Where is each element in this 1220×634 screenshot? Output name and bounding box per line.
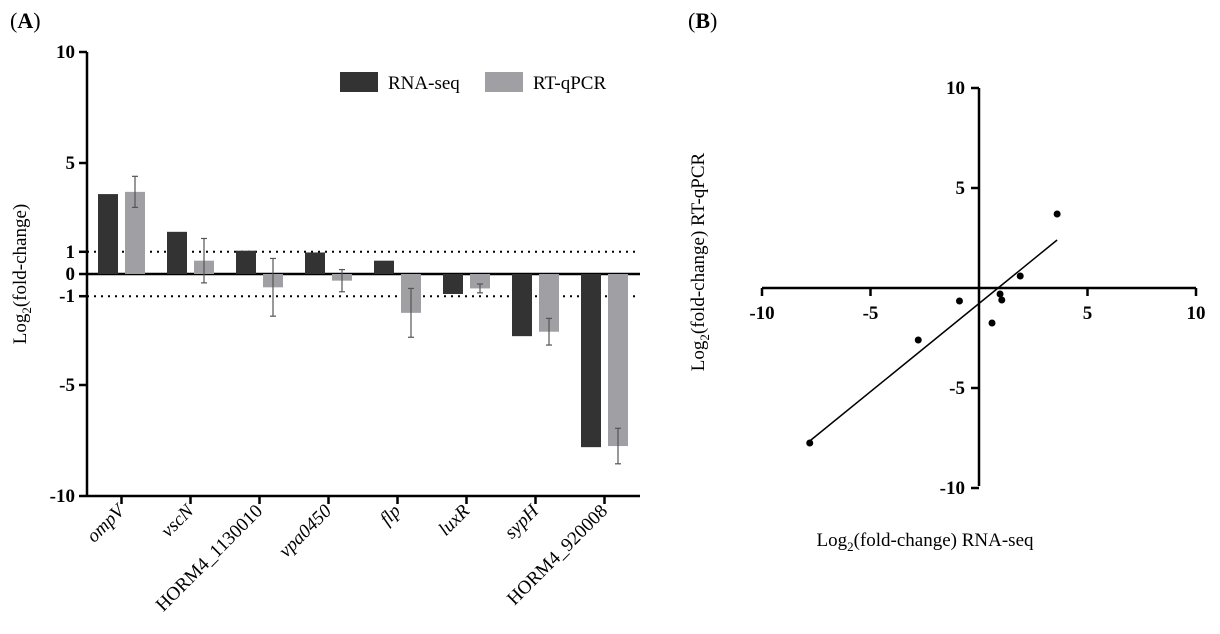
panel-b: (B) -10 -5 5 10 10 5 -5 -10 Log2(fold-change) RN…	[680, 0, 1220, 634]
scatter-point-4	[996, 290, 1004, 298]
legend-swatch-1	[485, 72, 523, 92]
fit-line	[809, 239, 1058, 442]
scatter-point-6	[1016, 272, 1024, 280]
scatter-chart: -10 -5 5 10 10 5 -5 -10 Log2(fold-change) RNA-se…	[688, 78, 1206, 554]
y-tick-label: 10	[946, 78, 965, 99]
y-tick-label: -5	[59, 375, 75, 396]
bar-rt-qpcr-0	[125, 191, 145, 274]
category-label-1: vscN	[157, 500, 199, 542]
y-axis-title: Log2(fold-change) RT-qPCR	[688, 152, 712, 371]
bar-rna-seq-6	[512, 274, 532, 337]
bar-rna-seq-7	[581, 274, 601, 448]
bar-rna-seq-2	[236, 250, 256, 274]
x-tick-label: -5	[863, 303, 879, 324]
y-tick-label: 1	[66, 242, 76, 263]
x-tick-label: 10	[1187, 303, 1206, 324]
y-tick-label: -10	[50, 486, 75, 507]
legend-label-0: RNA-seq	[388, 73, 460, 94]
y-axis-title: Log2(fold-change)	[10, 204, 34, 345]
scatter-point-0	[806, 439, 814, 447]
bar-rna-seq-1	[167, 231, 187, 274]
y-tick-label: -10	[940, 478, 965, 499]
y-tick-label: -5	[949, 378, 965, 399]
scatter-point-3	[988, 319, 996, 327]
y-tick-label: -1	[59, 286, 75, 307]
bar-rt-qpcr-7	[608, 274, 628, 447]
bar-rt-qpcr-5	[470, 274, 490, 289]
y-tick-label: 5	[66, 153, 76, 174]
y-tick-label: 0	[66, 264, 76, 285]
bar-rna-seq-5	[443, 274, 463, 294]
category-label-0: ompV	[83, 499, 131, 547]
category-label-6: sypH	[501, 500, 544, 543]
category-label-3: vpa0450	[275, 500, 336, 561]
x-tick-label: 5	[1083, 303, 1093, 324]
scatter-point-7	[1053, 210, 1061, 218]
scatter-point-2	[955, 297, 963, 305]
bar-rna-seq-4	[374, 260, 394, 274]
scatter-point-1	[914, 336, 922, 344]
scatter-point-5	[998, 296, 1006, 304]
bar-rt-qpcr-6	[539, 274, 559, 332]
panel-a-label: (A)	[10, 8, 41, 33]
y-tick-label: 10	[56, 42, 75, 63]
x-axis-title: Log2(fold-change) RNA-seq	[816, 530, 1034, 554]
legend-swatch-0	[340, 72, 378, 92]
x-tick-label: -10	[749, 303, 774, 324]
y-tick-label: 5	[956, 178, 966, 199]
legend-label-1: RT-qPCR	[533, 73, 606, 94]
panel-b-label: (B)	[688, 8, 718, 33]
panel-a: (A) 10 5 1 0 -1 -5 -10 Log2(fold-change) ompV vsc…	[10, 8, 640, 616]
bar-rna-seq-3	[305, 252, 325, 274]
category-label-5: luxR	[435, 500, 475, 540]
category-label-4: flp	[376, 501, 405, 530]
bar-rna-seq-0	[98, 194, 118, 274]
